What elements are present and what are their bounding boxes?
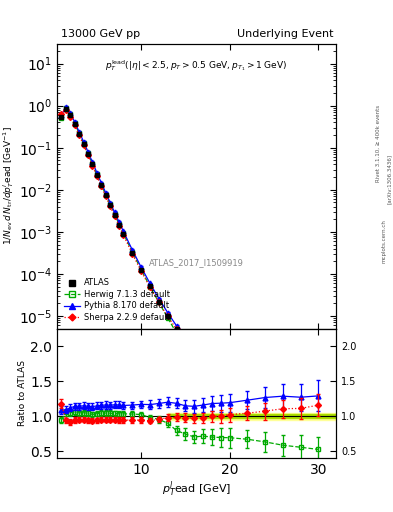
Text: Rivet 3.1.10, ≥ 400k events: Rivet 3.1.10, ≥ 400k events bbox=[376, 105, 380, 182]
Text: [arXiv:1306.3436]: [arXiv:1306.3436] bbox=[387, 154, 391, 204]
Y-axis label: Ratio to ATLAS: Ratio to ATLAS bbox=[18, 360, 28, 426]
Legend: ATLAS, Herwig 7.1.3 default, Pythia 8.170 default, Sherpa 2.2.9 default: ATLAS, Herwig 7.1.3 default, Pythia 8.17… bbox=[61, 276, 172, 325]
Text: Underlying Event: Underlying Event bbox=[237, 29, 333, 39]
Text: 13000 GeV pp: 13000 GeV pp bbox=[61, 29, 140, 39]
X-axis label: $p_T^{l}$ead [GeV]: $p_T^{l}$ead [GeV] bbox=[162, 480, 231, 500]
Text: $p_T^{\mathrm{lead}}(|\eta| < 2.5, p_T > 0.5$ GeV$, p_{T_1} > 1$ GeV$)$: $p_T^{\mathrm{lead}}(|\eta| < 2.5, p_T >… bbox=[105, 58, 288, 73]
Y-axis label: $1/N_{\mathrm{ev}}\,d\,N_{\mathrm{tr}}/dp_T^{l}$ead [GeV$^{-1}$]: $1/N_{\mathrm{ev}}\,d\,N_{\mathrm{tr}}/d… bbox=[1, 126, 16, 245]
Text: mcplots.cern.ch: mcplots.cern.ch bbox=[382, 219, 387, 263]
Text: ATLAS_2017_I1509919: ATLAS_2017_I1509919 bbox=[149, 259, 244, 268]
